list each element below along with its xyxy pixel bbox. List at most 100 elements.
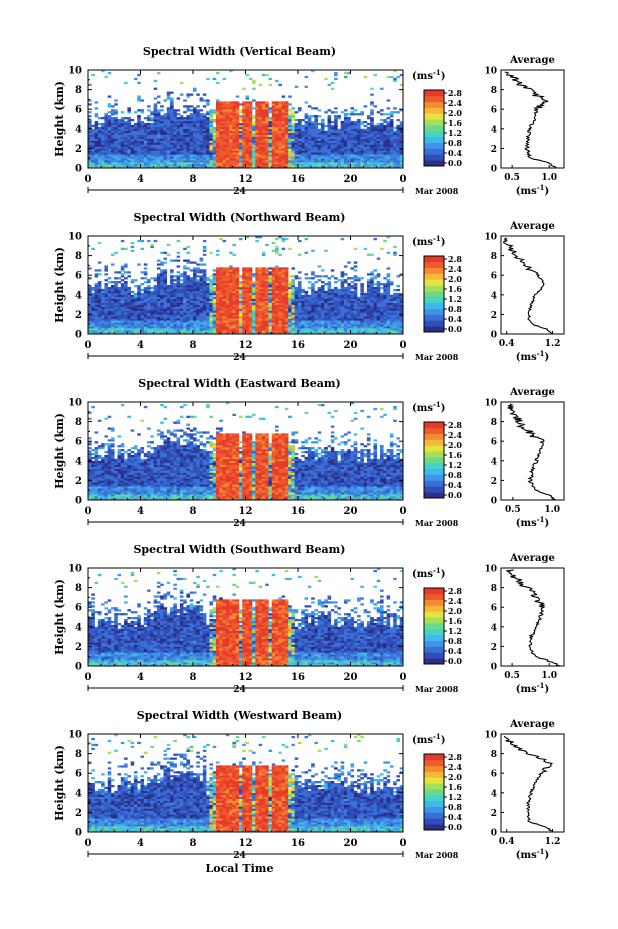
heatmap-cell — [124, 124, 128, 128]
heatmap-cell — [284, 138, 289, 141]
heatmap-cell — [363, 146, 368, 149]
heatmap-cell — [271, 241, 276, 245]
heatmap-cell — [229, 154, 233, 157]
heatmap-cell — [153, 294, 158, 298]
heatmap-cell — [97, 288, 102, 292]
heatmap-cell — [179, 162, 184, 165]
heatmap-cell — [357, 142, 361, 145]
heatmap-cell — [288, 292, 292, 296]
heatmap-cell — [235, 128, 240, 132]
heatmap-cell — [114, 162, 118, 165]
heatmap-cell — [311, 148, 315, 151]
heatmap-cell — [183, 259, 187, 262]
heatmap-cell — [94, 322, 99, 325]
heatmap-cell — [110, 314, 115, 317]
heatmap-cell — [320, 162, 325, 165]
heatmap-cell — [252, 162, 256, 165]
heatmap-cell — [330, 140, 335, 143]
heatmap-cell — [347, 160, 351, 163]
heatmap-cell — [88, 122, 92, 126]
heatmap-cell — [130, 304, 135, 307]
heatmap-cell — [193, 109, 197, 112]
heatmap-cell — [127, 318, 131, 321]
heatmap-cell — [219, 156, 223, 159]
heatmap-cell — [255, 302, 259, 305]
heatmap-cell — [176, 130, 181, 134]
heatmap-cell — [189, 140, 194, 143]
heatmap-cell — [189, 130, 194, 134]
heatmap-cell — [288, 328, 292, 331]
heatmap-cell — [94, 296, 99, 300]
heatmap-cell — [232, 275, 236, 278]
heatmap-cell — [110, 304, 115, 307]
heatmap-cell — [150, 148, 154, 151]
heatmap-cell — [334, 71, 338, 75]
heatmap-cell — [156, 101, 161, 104]
heatmap-cell — [252, 292, 256, 296]
heatmap-cell — [353, 113, 358, 116]
heatmap-cell — [248, 273, 253, 276]
heatmap-cell — [242, 156, 246, 159]
heatmap-cell — [120, 324, 125, 327]
heatmap-cell — [225, 300, 230, 303]
heatmap-cell — [255, 166, 259, 169]
heatmap-cell — [304, 156, 309, 159]
heatmap-cell — [380, 154, 384, 157]
heatmap-cell — [202, 277, 207, 280]
heatmap-cell — [140, 158, 145, 161]
heatmap-cell — [176, 126, 181, 130]
heatmap-cell — [337, 117, 341, 120]
heatmap-cell — [196, 269, 200, 272]
heatmap-cell — [147, 292, 151, 296]
heatmap-cell — [389, 148, 394, 151]
heatmap-cell — [258, 308, 263, 311]
heatmap-cell — [160, 281, 164, 284]
heatmap-cell — [376, 152, 381, 155]
heatmap-cell — [97, 122, 102, 126]
heatmap-cell — [176, 314, 181, 317]
colorbar-swatch — [424, 148, 444, 155]
heatmap-cell — [265, 136, 269, 139]
heatmap-cell — [110, 330, 115, 333]
heatmap-cell — [248, 306, 253, 309]
heatmap-cell — [176, 120, 181, 124]
heatmap-cell — [107, 310, 112, 313]
heatmap-cell — [212, 148, 217, 151]
heatmap-cell — [196, 134, 200, 137]
heatmap-cell — [291, 324, 296, 327]
heatmap-cell — [189, 316, 194, 319]
heatmap-cell — [176, 318, 181, 321]
heatmap-cell — [373, 132, 378, 135]
heatmap-cell — [261, 281, 266, 284]
heatmap-cell — [215, 160, 220, 163]
heatmap-cell — [334, 117, 338, 120]
heatmap-cell — [258, 119, 263, 122]
heatmap-cell — [258, 148, 263, 151]
heatmap-cell — [232, 300, 236, 303]
heatmap-cell — [186, 275, 191, 278]
heatmap-cell — [140, 154, 145, 157]
heatmap-cell — [91, 316, 95, 319]
heatmap-cell — [202, 146, 207, 149]
heatmap-cell — [196, 148, 200, 151]
heatmap-cell — [186, 166, 191, 169]
heatmap-cell — [288, 130, 292, 134]
heatmap-cell — [176, 281, 181, 284]
heatmap-cell — [304, 75, 309, 79]
heatmap-cell — [281, 296, 286, 300]
heatmap-cell — [183, 273, 187, 276]
heatmap-cell — [186, 109, 191, 112]
heatmap-cell — [340, 122, 345, 126]
heatmap-cell — [268, 136, 273, 139]
heatmap-cell — [252, 164, 256, 167]
heatmap-cell — [117, 146, 122, 149]
heatmap-cell — [225, 320, 230, 323]
heatmap-cell — [314, 130, 318, 134]
heatmap-cell — [245, 316, 250, 319]
heatmap-cell — [298, 332, 302, 335]
heatmap-cell — [225, 269, 230, 272]
heatmap-cell — [284, 144, 289, 147]
heatmap-cell — [284, 302, 289, 305]
heatmap-cell — [275, 152, 279, 155]
heatmap-cell — [261, 271, 266, 274]
